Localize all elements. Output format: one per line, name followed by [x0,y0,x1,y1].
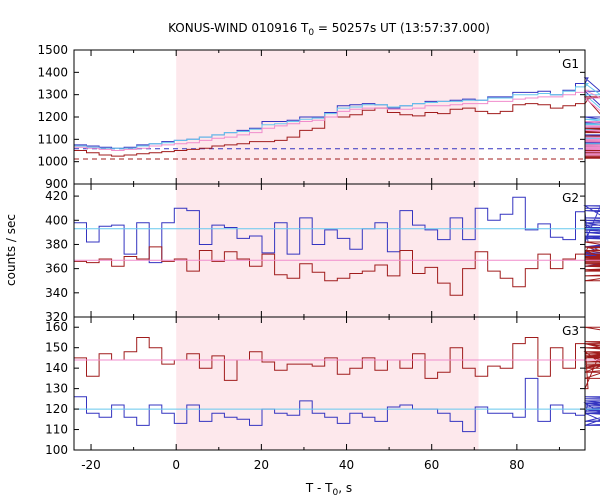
series-line-pink [74,89,600,156]
x-tick-label: 80 [509,458,524,472]
y-tick-label: 130 [45,382,68,396]
series-line-dark-red [74,96,600,159]
y-tick-label: 1200 [37,110,68,124]
y-axis-label: counts / sec [4,214,18,286]
y-tick-label: 400 [45,213,68,227]
y-tick-label: 340 [45,286,68,300]
shaded-interval [176,317,479,450]
panels-group: 900100011001200130014001500G132034036038… [37,43,600,472]
x-tick-label: 20 [254,458,269,472]
y-tick-label: 120 [45,402,68,416]
panel-label: G1 [562,57,579,71]
series-line-dark-red [74,326,600,390]
x-tick-label: 60 [424,458,439,472]
chart-title: KONUS-WIND 010916 T0 = 50257s UT (13:57:… [168,21,490,38]
series-line-dark-blue [74,377,600,433]
panel-label: G2 [562,191,579,205]
y-tick-label: 420 [45,189,68,203]
x-tick-label: 0 [172,458,180,472]
y-tick-label: 1000 [37,155,68,169]
y-tick-label: 100 [45,443,68,457]
x-axis-label: T - T0, s [305,481,352,498]
panel-g3: 100 110 120 130 140 150 160 -20 0 20 40 60 80 G3 [45,316,600,472]
y-tick-label: 320 [45,310,68,324]
y-tick-label: 140 [45,361,68,375]
panel-g1: 900 1000 1100 1200 1300 1400 1500 G1 [37,43,600,191]
x-tick-label: -20 [81,458,101,472]
y-tick-label: 160 [45,320,68,334]
panel-frame [73,316,586,451]
y-tick-label: 1100 [37,132,68,146]
y-tick-label: 360 [45,262,68,276]
y-tick-label: 1300 [37,88,68,102]
shaded-interval [176,184,479,317]
y-tick-label: 150 [45,341,68,355]
y-tick-label: 900 [45,177,68,191]
series-line-dark-blue [74,196,600,267]
y-tick-label: 380 [45,237,68,251]
panel-label: G3 [562,324,579,338]
y-tick-label: 110 [45,423,68,437]
y-tick-label: 1500 [37,43,68,57]
panel-g2: 320 340 360 380 400 420 G2 [45,183,600,324]
x-tick-label: 40 [339,458,354,472]
y-tick-label: 1400 [37,65,68,79]
